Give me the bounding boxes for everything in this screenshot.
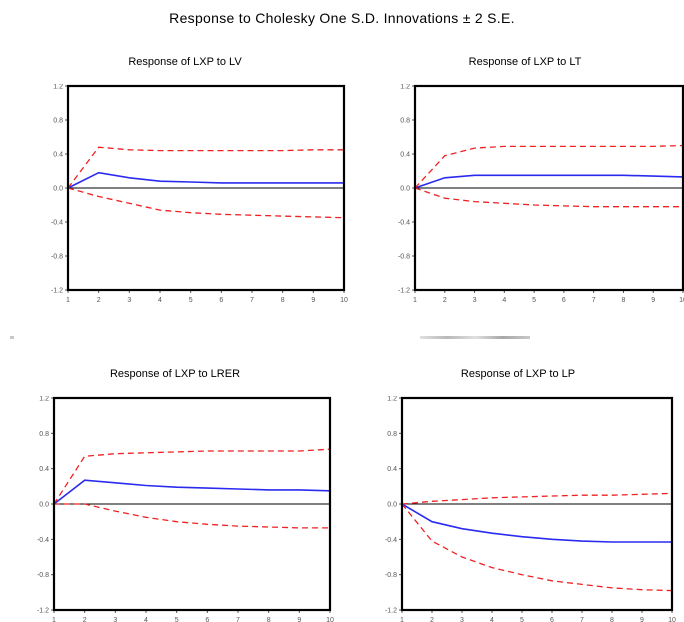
y-tick-label: 1.2 <box>39 396 49 403</box>
y-tick-label: 0.4 <box>39 466 49 473</box>
plot-frame <box>413 84 684 292</box>
response-line <box>67 171 344 189</box>
render-artifact <box>10 336 14 339</box>
x-tick-label: 1 <box>413 297 417 304</box>
x-tick-label: 9 <box>651 297 655 304</box>
confidence-band-upper <box>414 144 684 189</box>
confidence-band-upper <box>53 448 331 505</box>
y-tick-label: 0.8 <box>387 431 397 438</box>
x-tick-label: 10 <box>679 297 684 304</box>
x-tick-label: 4 <box>158 297 162 304</box>
y-tick-label: 0.0 <box>53 186 63 193</box>
chart-plot-lv: 1.2 0.8 0.4 0.0 -0.4 -0.8 -1.21 2 3 4 5 6 7 8 9 10 <box>51 84 348 304</box>
confidence-band-upper <box>67 146 344 189</box>
x-tick-label: 2 <box>97 297 101 304</box>
confidence-band-lower <box>401 503 673 592</box>
y-tick-label: -1.2 <box>37 608 49 615</box>
panel-title: Response of LXP to LP <box>460 368 576 380</box>
plot-frame <box>400 396 674 612</box>
y-tick-label: 0.8 <box>400 118 410 125</box>
chart-panel-lp: Response of LXP to LP 1.2 0.8 0.4 0.0 -0.4 -0… <box>352 368 684 622</box>
x-tick-label: 2 <box>443 297 447 304</box>
chart-panel-lt: Response of LXP to LT 1.2 0.8 0.4 0.0 -0.4 -0… <box>365 56 684 306</box>
chart-panel-lv: Response of LXP to LV 1.2 0.8 0.4 0.0 -0.4 -0… <box>20 56 350 306</box>
y-tick-label: -0.8 <box>398 254 410 261</box>
y-tick-label: 1.2 <box>387 396 397 403</box>
x-tick-label: 6 <box>562 297 566 304</box>
x-tick-label: 4 <box>502 297 506 304</box>
x-tick-label: 3 <box>473 297 477 304</box>
y-tick-label: -0.4 <box>385 537 397 544</box>
y-tick-label: 0.4 <box>400 152 410 159</box>
y-tick-label: -0.8 <box>37 572 49 579</box>
panel-title: Response of LXP to LRER <box>109 368 241 380</box>
x-tick-label: 10 <box>340 297 348 304</box>
chart-panel-lrer: Response of LXP to LRER 1.2 0.8 0.4 0.0 -0.4… <box>10 368 340 622</box>
y-tick-label: -0.4 <box>398 220 410 227</box>
y-tick-label: 0.0 <box>387 502 397 509</box>
confidence-band-lower <box>67 187 345 219</box>
panel-title: Response of LXP to LT <box>468 56 582 68</box>
figure-title: Response to Cholesky One S.D. Innovation… <box>169 10 515 26</box>
render-artifact <box>420 336 530 339</box>
chart-plot-lp: 1.20.80.40.0-0.4-0.8-1.21 2 3 4 5 6 7 8 9 10 <box>385 396 676 622</box>
y-tick-label: 0.4 <box>53 152 63 159</box>
y-tick-label: -1.2 <box>385 608 397 615</box>
y-tick-label: -0.4 <box>37 537 49 544</box>
x-tick-label: 7 <box>250 297 254 304</box>
x-tick-label: 5 <box>189 297 193 304</box>
x-tick-label: 9 <box>311 297 315 304</box>
y-tick-label: 0.8 <box>53 118 63 125</box>
y-tick-label: -0.8 <box>385 572 397 579</box>
x-tick-label: 3 <box>127 297 131 304</box>
chart-plot-lrer: 1.20.80.40.0-0.4-0.8-1.21 2 3 4 5 6 7 8 9 10 <box>37 396 334 622</box>
x-tick-label: 8 <box>621 297 625 304</box>
x-tick-label: 5 <box>532 297 536 304</box>
y-tick-label: -0.4 <box>51 220 63 227</box>
response-line <box>401 503 672 543</box>
y-tick-label: -1.2 <box>398 288 410 295</box>
y-tick-label: 1.2 <box>53 84 63 91</box>
y-tick-label: 1.2 <box>400 84 410 91</box>
x-tick-label: 7 <box>592 297 596 304</box>
x-tick-label: 6 <box>219 297 223 304</box>
confidence-band-lower <box>54 503 330 529</box>
confidence-band-upper <box>401 492 673 505</box>
plot-frame <box>66 84 346 292</box>
panel-title: Response of LXP to LV <box>128 56 242 68</box>
y-tick-label: 0.0 <box>400 186 410 193</box>
confidence-band-lower <box>414 187 683 208</box>
response-line <box>414 174 684 189</box>
x-tick-label: 8 <box>281 297 285 304</box>
y-tick-label: 0.8 <box>39 431 49 438</box>
y-tick-label: 0.0 <box>39 502 49 509</box>
y-tick-label: -0.8 <box>51 254 63 261</box>
y-tick-label: -1.2 <box>51 288 63 295</box>
response-line <box>53 479 331 505</box>
plot-frame <box>52 396 332 612</box>
y-tick-label: 0.4 <box>387 466 397 473</box>
x-tick-label: 1 <box>66 297 70 304</box>
chart-plot-lt: 1.2 0.8 0.4 0.0 -0.4 -0.8 -1.21 2 3 4 5 6 7 8 9 10 <box>398 84 684 304</box>
